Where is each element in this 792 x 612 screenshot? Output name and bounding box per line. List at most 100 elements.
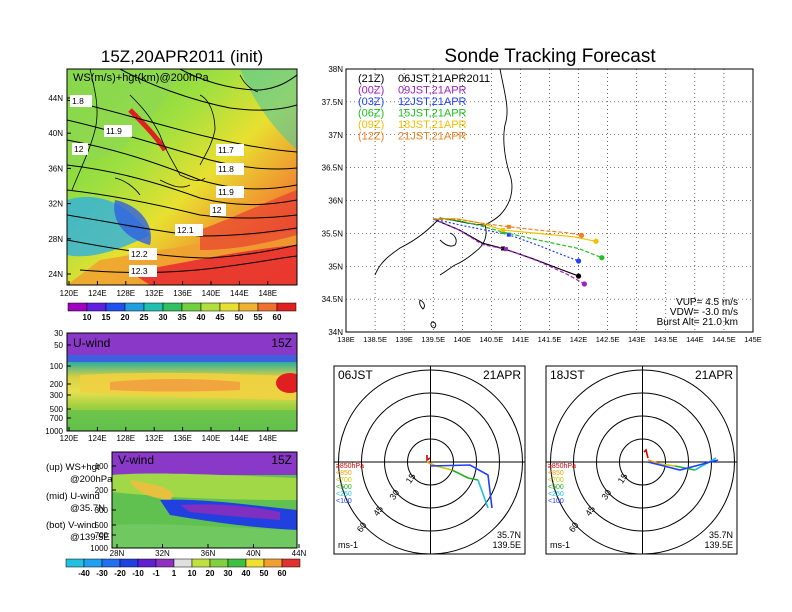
hodograph-time: 18JST xyxy=(550,368,585,382)
x-tick-label: 142E xyxy=(570,335,588,344)
colorbar-label: 10 xyxy=(83,313,92,322)
sonde-legend: (21Z) 06JST,21APR2011 (00Z) 09JST,21APR (03Z… xyxy=(358,73,490,143)
hodograph-date: 21APR xyxy=(483,368,521,382)
pressure-legend-item: <500 xyxy=(336,484,352,491)
sonde-y-ticks: 38N 37.5N 37N 36.5N 36N 35.5N 35N 34.5N 34N xyxy=(322,65,344,337)
track-marker xyxy=(506,224,511,229)
colorbar-label: 20 xyxy=(206,569,215,578)
colorbar-swatch xyxy=(257,302,278,312)
y-tick-label: 1000 xyxy=(90,544,108,553)
y-tick-label: 36N xyxy=(48,164,63,173)
pressure-legend-item: <700 xyxy=(548,477,564,484)
colorbar-swatch xyxy=(137,558,157,568)
y-tick-label: 24N xyxy=(48,270,63,279)
y-tick-label: 36.5N xyxy=(322,164,344,173)
colorbar-label: 60 xyxy=(273,313,282,322)
note-sub: @139.5E xyxy=(70,532,110,543)
contour-label-bg xyxy=(175,224,203,236)
x-tick-label: 44N xyxy=(292,549,307,558)
contour-label: 12.2 xyxy=(131,249,148,259)
y-tick-label: 30 xyxy=(54,329,63,338)
pressure-legend-item: <100 xyxy=(336,498,352,505)
colorbar-label: 15 xyxy=(102,313,111,322)
track-marker xyxy=(500,228,505,233)
pressure-legend-item: <500 xyxy=(548,484,564,491)
colorbar-swatch xyxy=(181,302,202,312)
y-tick-label: 37N xyxy=(328,131,343,140)
x-tick-label: 141E xyxy=(512,335,530,344)
x-tick-label: 136E xyxy=(173,434,192,443)
colorbar-label: 40 xyxy=(242,569,251,578)
param-text: VUP= 4.5 m/s xyxy=(676,297,738,308)
x-tick-label: 148E xyxy=(258,434,277,443)
colorbar-swatch xyxy=(200,302,221,312)
hodograph-trace xyxy=(451,469,479,481)
legend-label: 15JST,21APR xyxy=(398,108,467,120)
coastline xyxy=(374,69,513,329)
hodograph-unit: ms-1 xyxy=(550,540,570,550)
contour-label: 12 xyxy=(74,144,84,154)
x-tick-label: 28N xyxy=(110,549,125,558)
v-wind-label: V-wind xyxy=(118,453,154,467)
legend-label: 21JST,21APR xyxy=(398,131,467,143)
contour-label: 12.1 xyxy=(177,225,194,235)
x-tick-label: 40N xyxy=(246,549,261,558)
pressure-legend-item: <850 xyxy=(336,470,352,477)
y-tick-label: 200 xyxy=(50,380,64,389)
legend-code: (09Z) xyxy=(358,119,384,131)
colorbar-label: -40 xyxy=(78,569,90,578)
x-tick-label: 132E xyxy=(145,434,164,443)
hodograph-lon: 139.5E xyxy=(704,540,733,550)
left-title: 15Z,20APR2011 (init) xyxy=(101,47,263,66)
colorbar-swatch xyxy=(238,302,259,312)
colorbar-label: -30 xyxy=(96,569,108,578)
hodograph-frame xyxy=(545,365,738,555)
colorbar-swatch xyxy=(227,558,247,568)
pressure-legend-item: <700 xyxy=(336,477,352,484)
colorbar-label: 40 xyxy=(197,313,206,322)
hodograph-time: 06JST xyxy=(338,368,373,382)
contour-label-bg xyxy=(72,143,88,155)
colorbar-swatch xyxy=(263,558,283,568)
colorbar-label: 25 xyxy=(140,313,149,322)
ring-label: 45 xyxy=(583,504,597,518)
colorbar-swatch xyxy=(162,302,183,312)
colorbar-label: -1 xyxy=(152,569,160,578)
legend-label: 09JST,21APR xyxy=(398,85,467,97)
y-tick-label: 100 xyxy=(50,362,64,371)
pressure-legend-item: <100 xyxy=(548,498,564,505)
colorbar-swatch xyxy=(124,302,145,312)
note-sub: @200hPa xyxy=(70,474,113,485)
ring-label: 15 xyxy=(404,471,418,485)
v-wind-time: 15Z xyxy=(271,453,292,467)
pressure-legend-item: <850 xyxy=(548,470,564,477)
sonde-track-map: 38N 37.5N 37N 36.5N 36N 35.5N 35N 34.5N 34N 138E… xyxy=(322,65,762,344)
ws-map-x-ticks: 120E 124E 128E 132E 136E 140E 144E 148E xyxy=(60,281,277,298)
y-tick-label: 38N xyxy=(328,65,343,74)
contour-label-bg xyxy=(70,95,92,107)
hodograph-frame xyxy=(333,365,526,555)
y-tick-label: 37.5N xyxy=(322,98,344,107)
hodograph-lat: 35.7N xyxy=(709,530,733,540)
y-tick-label: 34N xyxy=(328,328,343,337)
colorbar-label: 30 xyxy=(159,313,168,322)
note-line: (up) WS+hgt xyxy=(46,462,100,473)
contour-label: 11.9 xyxy=(106,126,122,136)
ring-label: 15 xyxy=(616,471,630,485)
hodograph-date: 21APR xyxy=(695,368,733,382)
y-tick-label: 500 xyxy=(95,521,109,530)
legend-label: 06JST,21APR2011 xyxy=(398,73,490,85)
x-tick-label: 124E xyxy=(88,434,107,443)
colorbar-label: 35 xyxy=(178,313,187,322)
track-endpoint xyxy=(599,255,605,261)
hodograph-trace xyxy=(647,459,661,465)
legend-code: (00Z) xyxy=(358,85,384,97)
x-tick-label: 140E xyxy=(202,289,221,298)
hodograph-lat: 35.7N xyxy=(497,530,521,540)
x-tick-label: 145E xyxy=(744,335,762,344)
ws-map-contour-labels: 1.8 11.9 12 11.7 11.8 11.9 12 12.1 12.2 12.3 xyxy=(70,95,244,277)
